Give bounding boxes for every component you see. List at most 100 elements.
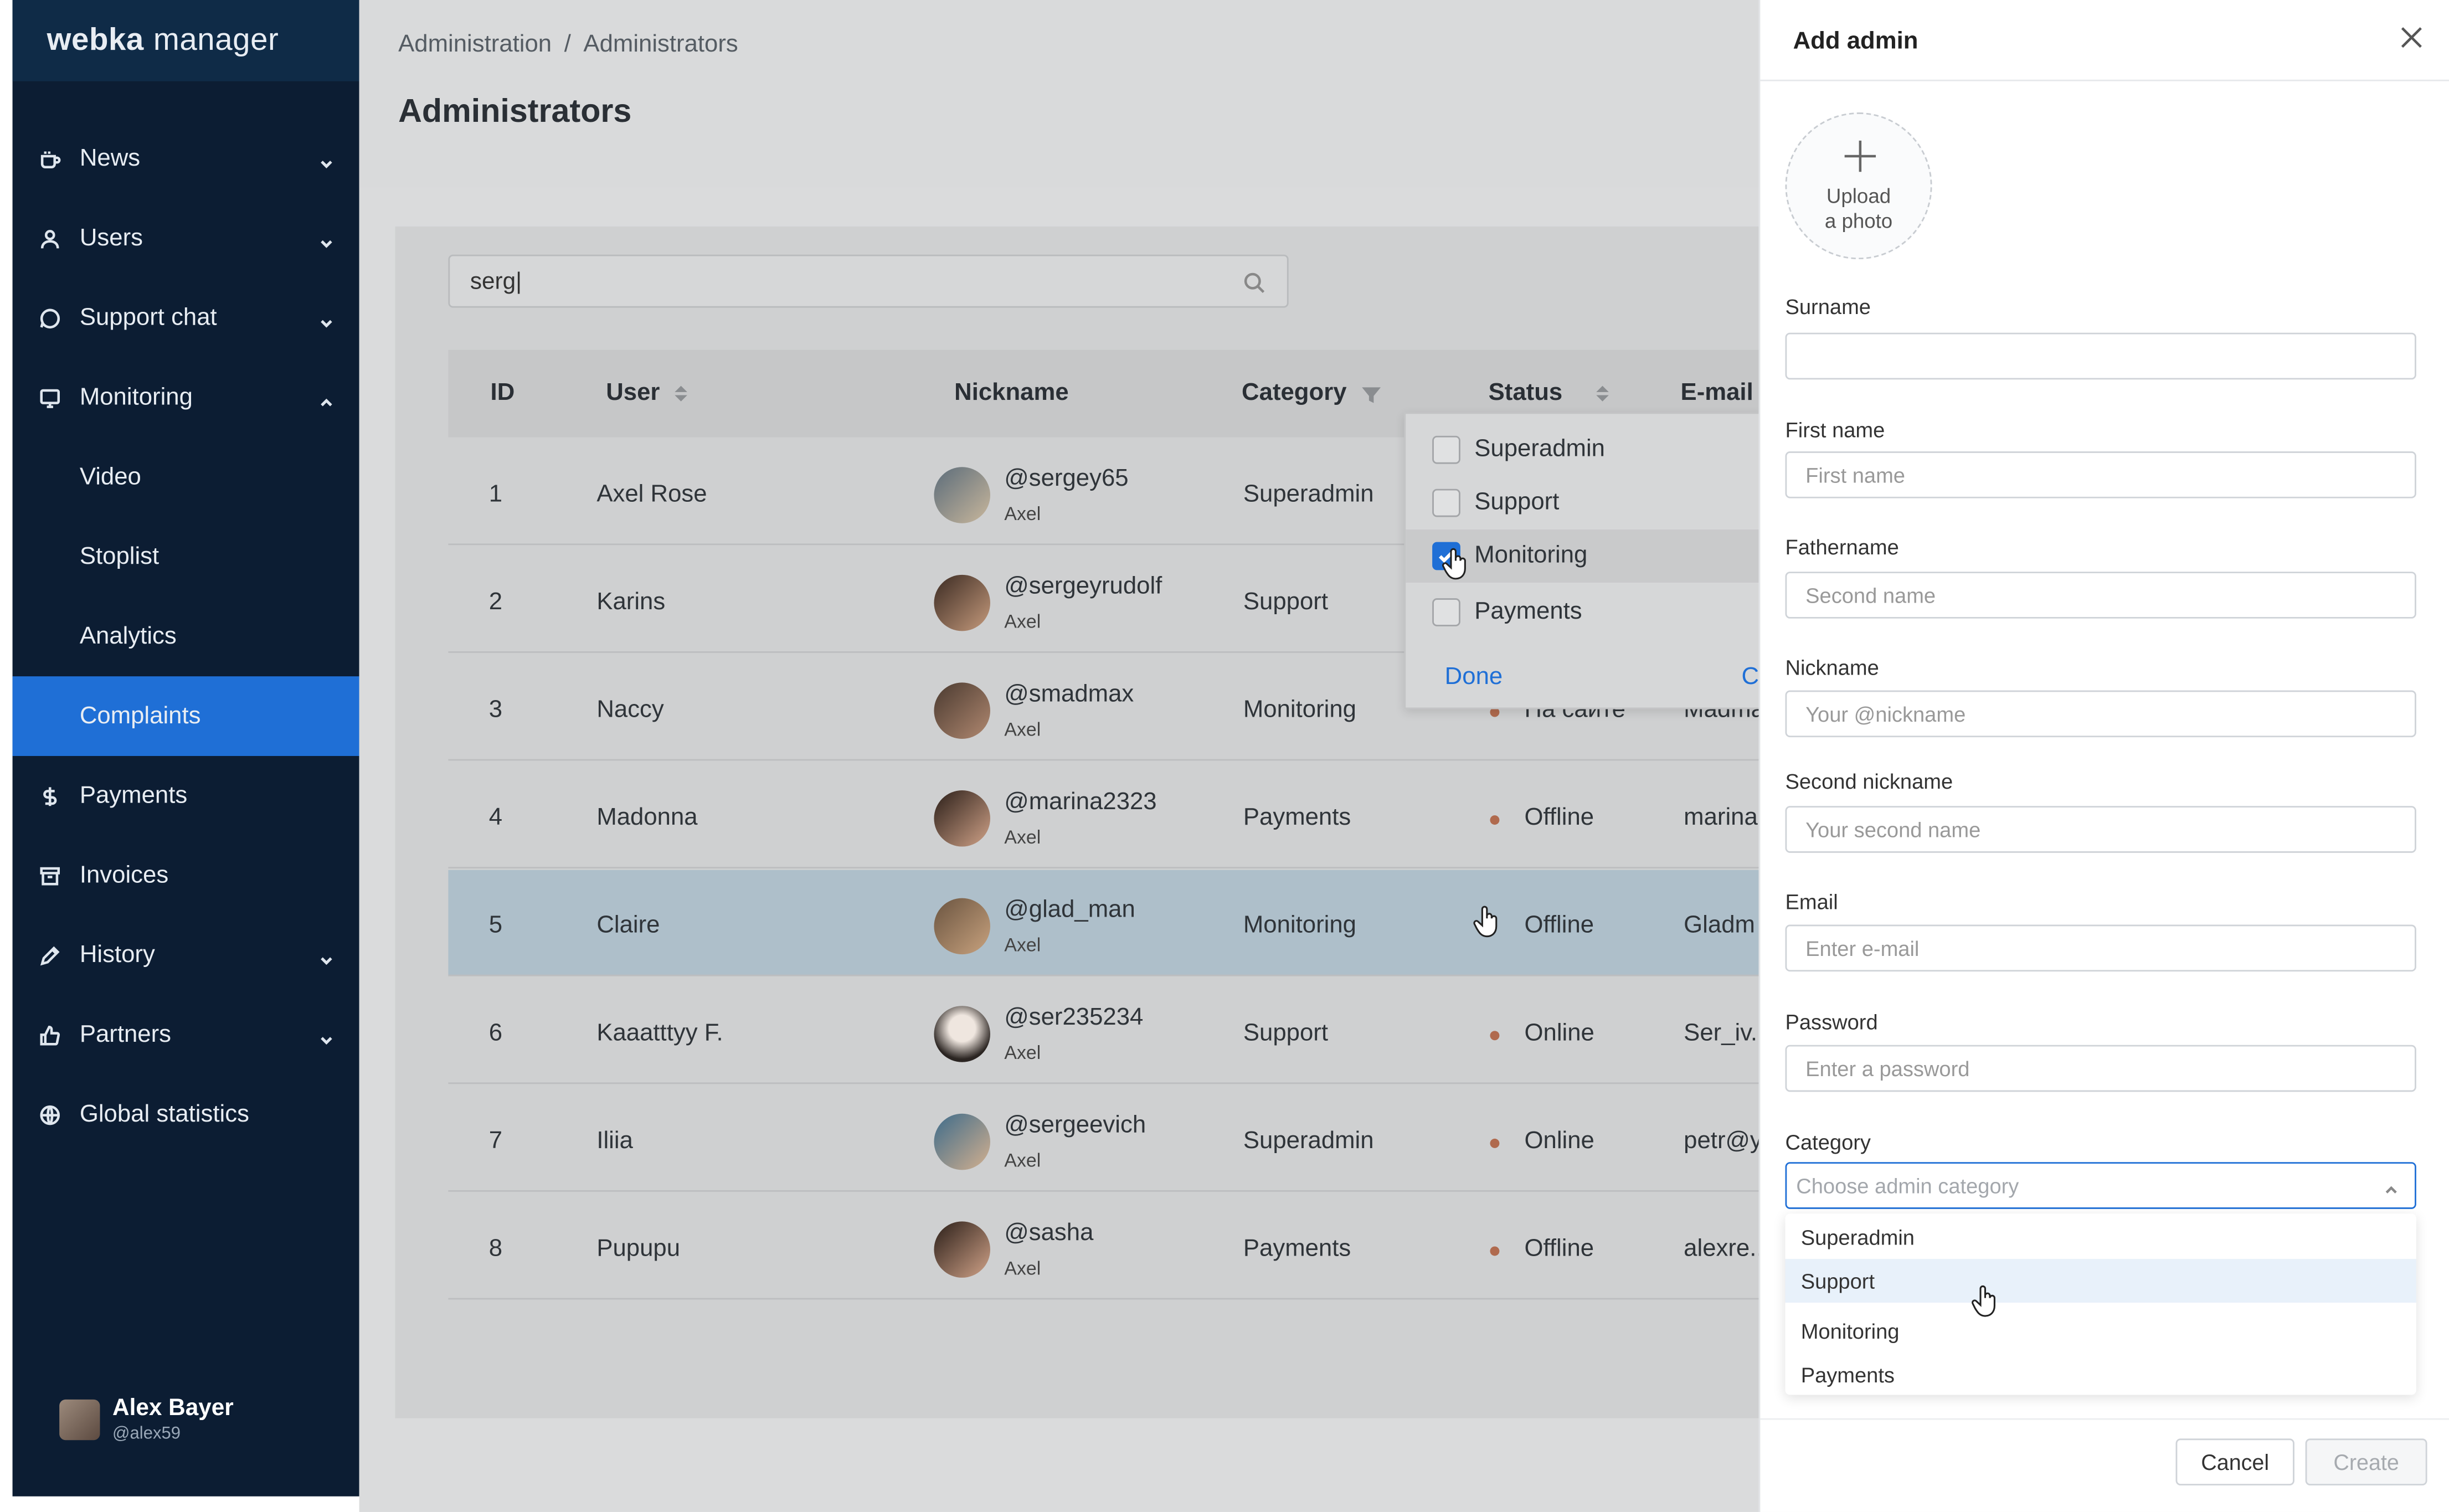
- cell-user: Naccy: [596, 696, 664, 723]
- category-option-superadmin[interactable]: Superadmin: [1800, 1226, 1915, 1250]
- close-icon[interactable]: [2399, 25, 2424, 50]
- header-label: Nickname: [954, 379, 1069, 407]
- sidebar-item-partners[interactable]: Partners: [13, 995, 359, 1074]
- filter-option-label: Superadmin: [1474, 435, 1605, 462]
- sidebar-nav: News Users Support chat Monitoring Video: [12, 119, 359, 1154]
- checkbox[interactable]: [1432, 488, 1460, 517]
- filter-icon[interactable]: [1362, 384, 1381, 403]
- checkbox[interactable]: [1432, 598, 1460, 626]
- filter-option-payments[interactable]: Payments: [1432, 586, 1792, 639]
- category-select[interactable]: Choose admin category: [1785, 1162, 2416, 1209]
- cell-id: 8: [488, 1235, 503, 1262]
- column-header-category[interactable]: Category: [1242, 379, 1381, 408]
- create-button[interactable]: Create: [2305, 1438, 2427, 1486]
- sidebar-item-users[interactable]: Users: [13, 198, 359, 278]
- cell-email: marina: [1684, 804, 1758, 831]
- surname-label: Surname: [1785, 295, 1871, 319]
- chevron-down-icon: [318, 310, 334, 327]
- cell-nickname: @glad_man: [1004, 896, 1135, 923]
- pointer-cursor-icon: [1971, 1284, 1999, 1318]
- status-dot: [1490, 815, 1500, 825]
- sidebar-item-label: Video: [79, 463, 141, 490]
- cell-nickname: @smadmax: [1004, 681, 1134, 708]
- avatar: [59, 1398, 100, 1439]
- header-label: Status: [1488, 379, 1563, 407]
- logo-rest: manager: [153, 22, 279, 57]
- sidebar-item-label: Users: [79, 224, 143, 251]
- cell-email: Gladm: [1684, 912, 1755, 939]
- logo-bold: webka: [47, 22, 144, 57]
- column-header-user[interactable]: User: [606, 379, 688, 408]
- table-row[interactable]: 7 Iliia @sergeevich Axel Superadmin Onli…: [448, 1086, 1854, 1192]
- sort-icon[interactable]: [1597, 385, 1609, 402]
- checkbox[interactable]: [1432, 435, 1460, 464]
- filter-option-superadmin[interactable]: Superadmin: [1432, 423, 1792, 476]
- column-header-id[interactable]: ID: [491, 379, 515, 408]
- sidebar-item-label: Stoplist: [79, 543, 160, 569]
- nickname-field[interactable]: Your @nickname: [1785, 690, 2416, 738]
- header-label: User: [606, 379, 660, 407]
- sidebar-item-stoplist[interactable]: Stoplist: [13, 517, 359, 596]
- cell-nickname: @sasha: [1004, 1220, 1094, 1247]
- cell-id: 5: [488, 912, 503, 939]
- table-row[interactable]: 5 Claire @glad_man Axel Monitoring Offli…: [448, 870, 1854, 976]
- cell-id: 3: [488, 696, 503, 723]
- first-name-field[interactable]: First name: [1785, 451, 2416, 498]
- status-dot: [1490, 1138, 1500, 1148]
- cell-nickname-sub: Axel: [1004, 826, 1041, 848]
- surname-field[interactable]: [1785, 332, 2416, 380]
- second-nickname-field[interactable]: Your second name: [1785, 806, 2416, 853]
- search-input[interactable]: serg|: [448, 254, 1289, 308]
- password-field[interactable]: Enter a password: [1785, 1045, 2416, 1092]
- add-admin-drawer: Add admin Upload a photo Surname First n…: [1758, 0, 2449, 1512]
- filter-option-label: Payments: [1474, 598, 1582, 625]
- coffee-icon: [39, 148, 61, 169]
- search-icon[interactable]: [1243, 272, 1265, 294]
- sidebar-item-invoices[interactable]: Invoices: [13, 836, 359, 916]
- email-label: Email: [1785, 890, 1838, 914]
- cancel-button[interactable]: Cancel: [2175, 1438, 2294, 1486]
- cell-nickname: @marina2323: [1004, 789, 1157, 816]
- category-option-payments[interactable]: Payments: [1800, 1364, 1895, 1387]
- filter-option-monitoring[interactable]: Monitoring: [1406, 529, 1765, 583]
- table-row[interactable]: 4 Madonna @marina2323 Axel Payments Offl…: [448, 762, 1854, 869]
- email-field[interactable]: Enter e-mail: [1785, 924, 2416, 972]
- pen-icon: [39, 944, 61, 966]
- column-header-status[interactable]: Status: [1489, 379, 1609, 408]
- sidebar-item-support-chat[interactable]: Support chat: [13, 278, 359, 358]
- sidebar-item-video[interactable]: Video: [13, 438, 359, 517]
- sidebar-item-monitoring[interactable]: Monitoring: [13, 358, 359, 438]
- filter-option-support[interactable]: Support: [1432, 476, 1792, 529]
- sidebar-item-history[interactable]: History: [13, 916, 359, 995]
- app-logo[interactable]: webka manager: [12, 0, 359, 81]
- fathername-field[interactable]: Second name: [1785, 572, 2416, 619]
- sidebar-item-label: News: [79, 144, 141, 171]
- done-button[interactable]: Done: [1444, 664, 1503, 691]
- sidebar-item-payments[interactable]: Payments: [13, 756, 359, 836]
- category-option-support[interactable]: Support: [1785, 1259, 2416, 1303]
- column-header-email[interactable]: E-mail: [1681, 379, 1753, 408]
- user-profile[interactable]: Alex Bayer @alex59: [59, 1395, 234, 1443]
- sidebar-item-analytics[interactable]: Analytics: [13, 596, 359, 676]
- dollar-icon: [39, 785, 61, 806]
- sidebar-item-complaints[interactable]: Complaints: [12, 676, 359, 756]
- sidebar-item-global-statistics[interactable]: Global statistics: [13, 1074, 359, 1154]
- avatar: [934, 467, 991, 523]
- clear-button[interactable]: C: [1741, 664, 1759, 691]
- table-row[interactable]: 8 Pupupu @sasha Axel Payments Offline al…: [448, 1193, 1854, 1300]
- cell-user: Madonna: [596, 804, 698, 831]
- first-name-label: First name: [1785, 418, 1885, 443]
- breadcrumb-current: Administrators: [583, 31, 738, 58]
- second-nickname-label: Second nickname: [1785, 770, 1953, 794]
- cell-nickname: @ser235234: [1004, 1004, 1144, 1031]
- column-header-nickname[interactable]: Nickname: [954, 379, 1069, 408]
- sidebar-item-label: Monitoring: [79, 383, 193, 410]
- sort-icon[interactable]: [675, 385, 688, 402]
- table-row[interactable]: 6 Kaaatttyy F. @ser235234 Axel Support O…: [448, 978, 1854, 1084]
- category-option-monitoring[interactable]: Monitoring: [1800, 1320, 1900, 1344]
- cell-id: 4: [488, 804, 503, 831]
- breadcrumb-root[interactable]: Administration: [398, 31, 552, 58]
- chevron-up-icon: [318, 390, 334, 406]
- sidebar-item-news[interactable]: News: [13, 119, 359, 198]
- upload-photo-button[interactable]: Upload a photo: [1785, 112, 1932, 260]
